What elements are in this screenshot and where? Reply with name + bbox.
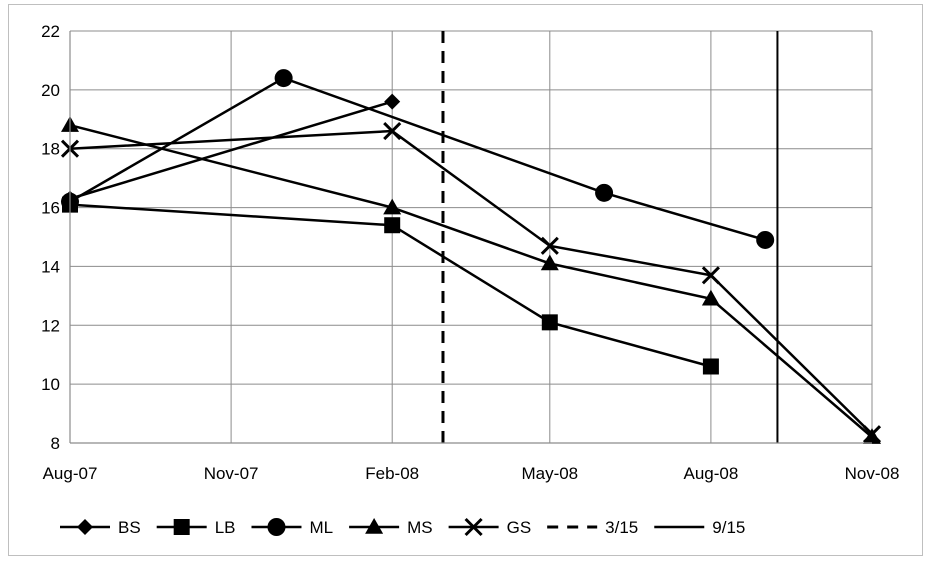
x-tick-label: May-08 — [521, 464, 578, 483]
data-point-gs — [540, 236, 559, 255]
data-point-ml — [274, 69, 293, 88]
data-point-gs — [701, 266, 720, 285]
legend-item-gs: GS — [448, 517, 532, 537]
legend-marker — [173, 519, 190, 535]
legend-marker — [464, 517, 483, 537]
legend: BS LB ML MS GS 3/15 9/15 — [60, 517, 745, 537]
data-point-ml — [756, 230, 775, 249]
y-tick-label: 22 — [41, 22, 60, 41]
series-gs — [60, 121, 882, 444]
series-lb — [62, 196, 719, 375]
data-point-gs — [383, 121, 402, 141]
series-layer — [60, 69, 882, 444]
y-tick-label: 16 — [41, 199, 60, 218]
legend-item-ms: MS — [349, 518, 433, 537]
y-tick-label: 18 — [41, 140, 60, 159]
legend-label: GS — [507, 518, 532, 537]
axis-layer: 8 10 12 14 16 18 20 22 Aug-07 Nov-07 Feb-08 May-08 A… — [41, 22, 899, 483]
legend-marker — [365, 518, 384, 534]
chart-frame — [8, 4, 923, 556]
x-tick-label: Nov-08 — [845, 464, 900, 483]
data-point-lb — [384, 217, 401, 234]
data-point-lb — [541, 314, 558, 331]
series-line-ml — [69, 76, 766, 242]
legend-item-ml: ML — [251, 518, 333, 537]
y-tick-label: 14 — [41, 257, 60, 276]
data-point-ml — [595, 183, 614, 202]
reference-lines — [441, 31, 779, 443]
x-tick-label: Nov-07 — [204, 464, 259, 483]
legend-marker — [267, 518, 286, 536]
data-point-ms — [540, 254, 559, 271]
legend-label: 3/15 — [605, 518, 638, 537]
legend-item-9-15: 9/15 — [654, 518, 745, 537]
data-point-lb — [702, 358, 719, 375]
legend-marker — [77, 519, 93, 535]
legend-item-lb: LB — [156, 518, 236, 537]
y-tick-label: 8 — [51, 434, 60, 453]
series-ms — [61, 116, 881, 444]
series-ml — [61, 69, 775, 249]
data-point-bs — [384, 93, 401, 110]
y-tick-label: 10 — [41, 375, 60, 394]
x-tick-label: Aug-08 — [683, 464, 738, 483]
legend-label: BS — [118, 518, 141, 537]
data-point-gs — [862, 425, 882, 444]
series-line-bs — [69, 100, 393, 200]
legend-label: 9/15 — [712, 518, 745, 537]
y-tick-label: 12 — [41, 316, 60, 335]
legend-item-bs: BS — [60, 518, 141, 537]
x-tick-label: Aug-07 — [43, 464, 98, 483]
series-line-ms — [69, 123, 873, 439]
data-point-ms — [383, 198, 402, 215]
series-line-lb — [69, 203, 712, 368]
x-tick-label: Feb-08 — [365, 464, 419, 483]
data-point-ms — [701, 289, 720, 306]
legend-item-3-15: 3/15 — [547, 518, 638, 537]
legend-label: MS — [407, 518, 433, 537]
series-line-gs — [69, 129, 873, 436]
y-tick-label: 20 — [41, 81, 60, 100]
legend-label: ML — [309, 518, 333, 537]
legend-label: LB — [215, 518, 236, 537]
